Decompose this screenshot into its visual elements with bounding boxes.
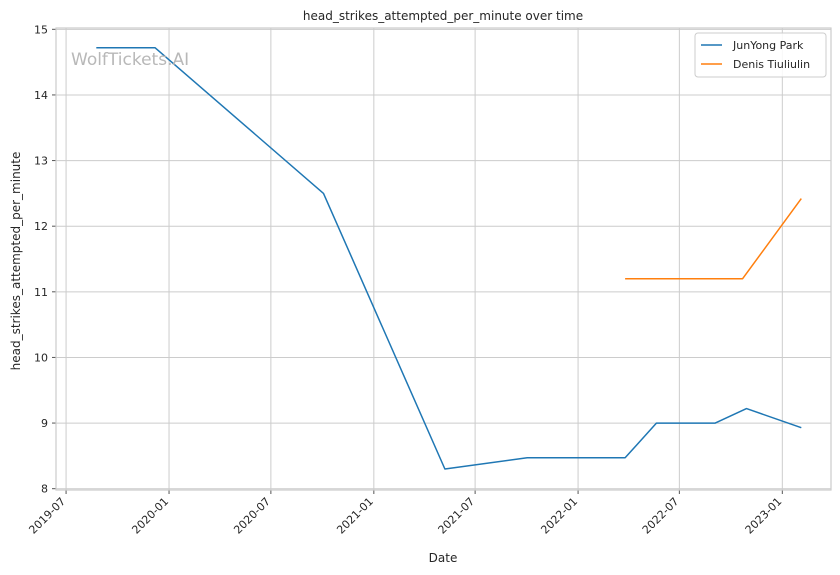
legend-box (694, 32, 827, 78)
legend-label: Denis Tiuliulin (733, 58, 810, 71)
y-tick-label: 12 (34, 220, 48, 233)
y-axis-title: head_strikes_attempted_per_minute (9, 152, 23, 371)
x-axis-title: Date (429, 551, 458, 565)
grid (56, 28, 831, 490)
series-line (96, 46, 802, 470)
y-tick-label: 15 (34, 23, 48, 36)
y-tick-label: 8 (41, 483, 48, 496)
y-tick-label: 11 (34, 286, 48, 299)
y-axis-ticks: 8 9 10 11 12 13 14 15 (34, 23, 56, 496)
watermark: WolfTickets.AI (71, 50, 189, 70)
legend: JunYong Park Denis Tiuliulin (694, 32, 827, 78)
y-tick-label: 10 (34, 351, 48, 364)
y-tick-label: 14 (34, 89, 48, 102)
plot-frame (55, 27, 832, 491)
legend-label: JunYong Park (732, 39, 804, 52)
y-tick-label: 9 (41, 417, 48, 430)
series-layer (96, 46, 802, 470)
series-line (625, 198, 802, 280)
chart-title: head_strikes_attempted_per_minute over t… (303, 9, 583, 23)
y-tick-label: 13 (34, 155, 48, 168)
